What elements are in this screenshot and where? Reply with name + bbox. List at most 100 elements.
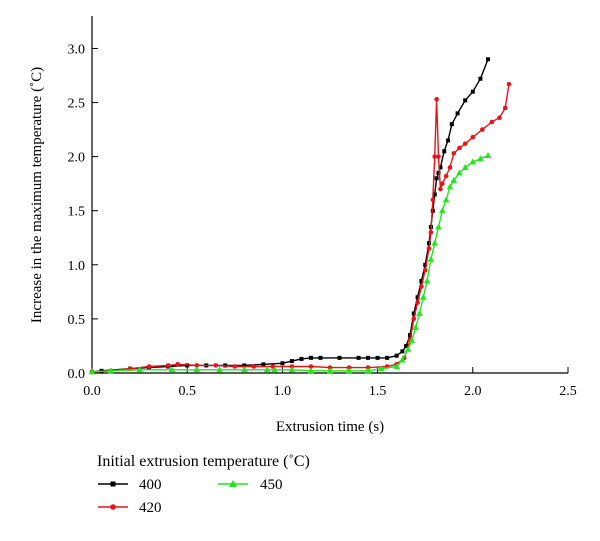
data-point — [461, 163, 469, 170]
data-point — [480, 127, 485, 132]
data-point — [299, 356, 304, 361]
data-point — [422, 267, 428, 273]
data-point — [423, 262, 428, 267]
data-point — [289, 359, 294, 364]
data-point — [136, 366, 143, 373]
data-point — [449, 122, 454, 127]
data-point — [436, 170, 441, 175]
data-point — [442, 149, 447, 154]
data-point — [415, 300, 420, 305]
data-point — [404, 343, 409, 348]
data-point — [213, 363, 219, 368]
data-point — [366, 355, 371, 360]
data-point — [456, 169, 463, 176]
legend-label-420: 420 — [139, 500, 162, 516]
data-point — [400, 349, 405, 354]
data-point — [419, 284, 424, 289]
x-tick-label: 2.0 — [464, 384, 482, 399]
data-point — [478, 76, 483, 81]
data-point — [241, 366, 248, 373]
data-point — [216, 366, 223, 373]
y-tick-label: 1.5 — [68, 205, 86, 220]
data-point — [434, 97, 439, 102]
x-tick-label: 1.0 — [274, 384, 292, 399]
data-point — [107, 367, 115, 374]
y-tick-label: 3.0 — [68, 42, 86, 57]
data-point — [175, 362, 180, 367]
data-point — [263, 366, 271, 373]
data-point — [477, 155, 484, 162]
data-point — [442, 196, 450, 203]
x-tick-label: 0.5 — [178, 384, 196, 399]
data-point — [393, 363, 400, 370]
data-point — [146, 364, 152, 369]
data-point — [428, 230, 434, 235]
data-point — [165, 363, 171, 368]
series-line-420 — [91, 84, 510, 373]
data-point — [415, 295, 420, 300]
data-point — [280, 361, 285, 366]
data-point — [451, 151, 457, 156]
legend-item-420: 420 — [98, 500, 162, 516]
data-point — [447, 165, 453, 170]
legend-marker-420 — [110, 504, 116, 510]
data-point — [438, 165, 443, 170]
x-tick-label: 1.5 — [369, 384, 387, 399]
data-point — [431, 239, 439, 246]
data-point — [318, 355, 323, 360]
legend-marker-450 — [229, 480, 237, 487]
y-tick-label: 0.5 — [68, 313, 86, 328]
data-point — [470, 89, 475, 94]
data-point — [88, 368, 96, 375]
legend-item-400: 400 — [98, 477, 162, 493]
data-point — [470, 134, 476, 140]
data-point — [432, 154, 438, 159]
series-layer — [88, 57, 512, 375]
x-tick-label: 0.0 — [83, 384, 101, 399]
data-point — [411, 316, 417, 322]
data-point — [411, 311, 416, 316]
data-point — [364, 367, 372, 374]
data-point — [193, 366, 201, 373]
x-tick-label: 2.5 — [559, 384, 577, 399]
data-point — [385, 355, 390, 360]
x-ticks: 0.0 0.5 1.0 1.5 2.0 2.5 — [83, 367, 577, 399]
legend-label-400: 400 — [139, 477, 162, 493]
data-point — [440, 181, 445, 186]
data-point — [455, 111, 460, 116]
y-axis-title: Increase in the maximum temperature (˚C) — [29, 67, 45, 323]
data-point — [251, 364, 257, 369]
data-point — [446, 183, 454, 190]
x-axis-title: Extrusion time (s) — [276, 419, 384, 435]
data-point — [426, 246, 432, 251]
data-point — [432, 192, 437, 197]
series-line-400 — [91, 59, 489, 373]
data-point — [378, 365, 385, 372]
legend-marker-400 — [110, 481, 116, 487]
data-point — [469, 158, 477, 165]
data-point — [404, 345, 412, 352]
data-point — [434, 176, 439, 181]
plot-area: 0.0 0.5 1.0 1.5 2.0 2.5 0.0 0.5 1.0 1.5 2.0 2.5 3.0 — [68, 16, 577, 399]
data-point — [308, 364, 314, 369]
legend-label-450: 450 — [260, 477, 283, 493]
data-point — [463, 98, 468, 103]
data-point — [232, 364, 238, 369]
y-tick-label: 2.0 — [68, 151, 86, 166]
data-point — [435, 223, 442, 230]
data-point — [430, 197, 436, 203]
data-point — [484, 152, 492, 159]
data-point — [438, 186, 443, 192]
data-point — [419, 293, 427, 300]
series-420 — [89, 81, 512, 375]
data-point — [427, 255, 435, 262]
data-point — [506, 81, 512, 87]
data-point — [439, 207, 446, 214]
series-400 — [90, 57, 491, 374]
data-point — [457, 145, 462, 151]
series-450 — [88, 152, 492, 375]
data-point — [436, 154, 441, 159]
y-tick-label: 2.5 — [68, 97, 86, 112]
data-point — [399, 356, 406, 363]
